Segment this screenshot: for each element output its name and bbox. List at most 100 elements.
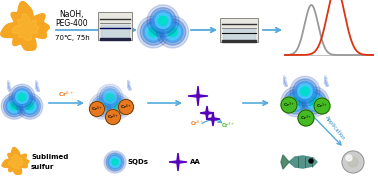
Circle shape (11, 103, 18, 110)
Polygon shape (128, 80, 131, 90)
Text: Application: Application (324, 115, 346, 141)
Circle shape (299, 87, 329, 117)
Text: Cr$^{3+}$: Cr$^{3+}$ (221, 120, 235, 130)
Polygon shape (1, 2, 49, 50)
Text: Cr$^{6+}$: Cr$^{6+}$ (190, 118, 204, 128)
Circle shape (89, 93, 115, 119)
Polygon shape (325, 76, 328, 86)
Circle shape (8, 100, 20, 113)
Text: SQDs: SQDs (128, 159, 149, 165)
Circle shape (102, 89, 118, 106)
Circle shape (107, 96, 129, 117)
Circle shape (14, 89, 31, 106)
Text: sulfur: sulfur (31, 164, 54, 170)
Circle shape (290, 76, 320, 106)
Circle shape (99, 87, 121, 108)
Circle shape (295, 81, 315, 101)
Polygon shape (206, 112, 220, 126)
Text: NaOH,: NaOH, (60, 10, 84, 18)
Polygon shape (169, 153, 187, 171)
Polygon shape (101, 25, 129, 38)
Text: PEG-400: PEG-400 (56, 18, 88, 27)
Circle shape (137, 16, 169, 48)
Circle shape (118, 100, 133, 115)
Circle shape (298, 110, 314, 126)
Polygon shape (284, 76, 287, 86)
Circle shape (286, 92, 306, 111)
Circle shape (342, 151, 364, 173)
Polygon shape (8, 81, 11, 91)
Text: Cr$^{3+}$: Cr$^{3+}$ (283, 100, 296, 110)
Circle shape (91, 96, 113, 117)
Circle shape (143, 22, 164, 42)
Circle shape (310, 98, 318, 106)
Polygon shape (281, 155, 289, 169)
Polygon shape (12, 14, 39, 40)
Circle shape (162, 22, 183, 42)
Text: Cr$^{3+}$: Cr$^{3+}$ (300, 113, 312, 123)
Circle shape (298, 84, 312, 98)
Circle shape (99, 103, 106, 110)
Circle shape (16, 91, 28, 103)
Polygon shape (289, 156, 317, 168)
Circle shape (104, 91, 116, 103)
Circle shape (110, 157, 120, 167)
Circle shape (150, 8, 176, 34)
Circle shape (289, 95, 303, 109)
Circle shape (114, 103, 121, 110)
Polygon shape (284, 76, 287, 86)
Polygon shape (2, 147, 29, 174)
FancyBboxPatch shape (220, 18, 258, 42)
Circle shape (23, 100, 36, 113)
Circle shape (106, 153, 124, 171)
Circle shape (292, 98, 300, 106)
Circle shape (146, 24, 161, 40)
Circle shape (105, 93, 131, 119)
Circle shape (104, 151, 126, 173)
Circle shape (149, 27, 158, 36)
Circle shape (281, 87, 311, 117)
Polygon shape (8, 81, 11, 91)
Circle shape (112, 100, 124, 113)
Text: Cr$^{3+}$: Cr$^{3+}$ (316, 101, 328, 111)
Text: Cr$^{6+}$: Cr$^{6+}$ (107, 112, 119, 122)
Text: Cr$^{6+}$: Cr$^{6+}$ (91, 104, 104, 114)
FancyBboxPatch shape (98, 12, 132, 40)
Text: Sublimed: Sublimed (31, 154, 68, 160)
Circle shape (309, 159, 313, 163)
Circle shape (165, 24, 180, 40)
Text: Cr$^{6+}$: Cr$^{6+}$ (58, 89, 74, 99)
Circle shape (153, 10, 174, 31)
Circle shape (302, 89, 326, 114)
Circle shape (19, 96, 40, 117)
Circle shape (281, 97, 297, 113)
Circle shape (26, 103, 33, 110)
Circle shape (301, 87, 309, 96)
Polygon shape (222, 40, 256, 42)
Circle shape (284, 89, 308, 114)
Circle shape (155, 13, 171, 29)
Circle shape (17, 93, 43, 119)
Circle shape (21, 98, 38, 115)
Polygon shape (36, 81, 39, 91)
Circle shape (94, 98, 111, 115)
Circle shape (307, 95, 321, 109)
Polygon shape (223, 29, 255, 40)
Circle shape (105, 109, 121, 124)
Circle shape (112, 159, 118, 165)
Circle shape (158, 16, 167, 25)
Circle shape (314, 98, 330, 114)
Polygon shape (128, 80, 131, 90)
Circle shape (97, 84, 123, 110)
Text: Cr$^{6+}$: Cr$^{6+}$ (120, 102, 132, 112)
Circle shape (90, 102, 104, 117)
Circle shape (106, 94, 114, 101)
Circle shape (304, 92, 324, 111)
Circle shape (293, 79, 317, 104)
Circle shape (160, 19, 186, 45)
Text: 70℃, 75h: 70℃, 75h (55, 35, 89, 41)
Polygon shape (289, 156, 317, 168)
Text: AA: AA (190, 159, 201, 165)
Polygon shape (325, 76, 328, 86)
Polygon shape (36, 81, 39, 91)
